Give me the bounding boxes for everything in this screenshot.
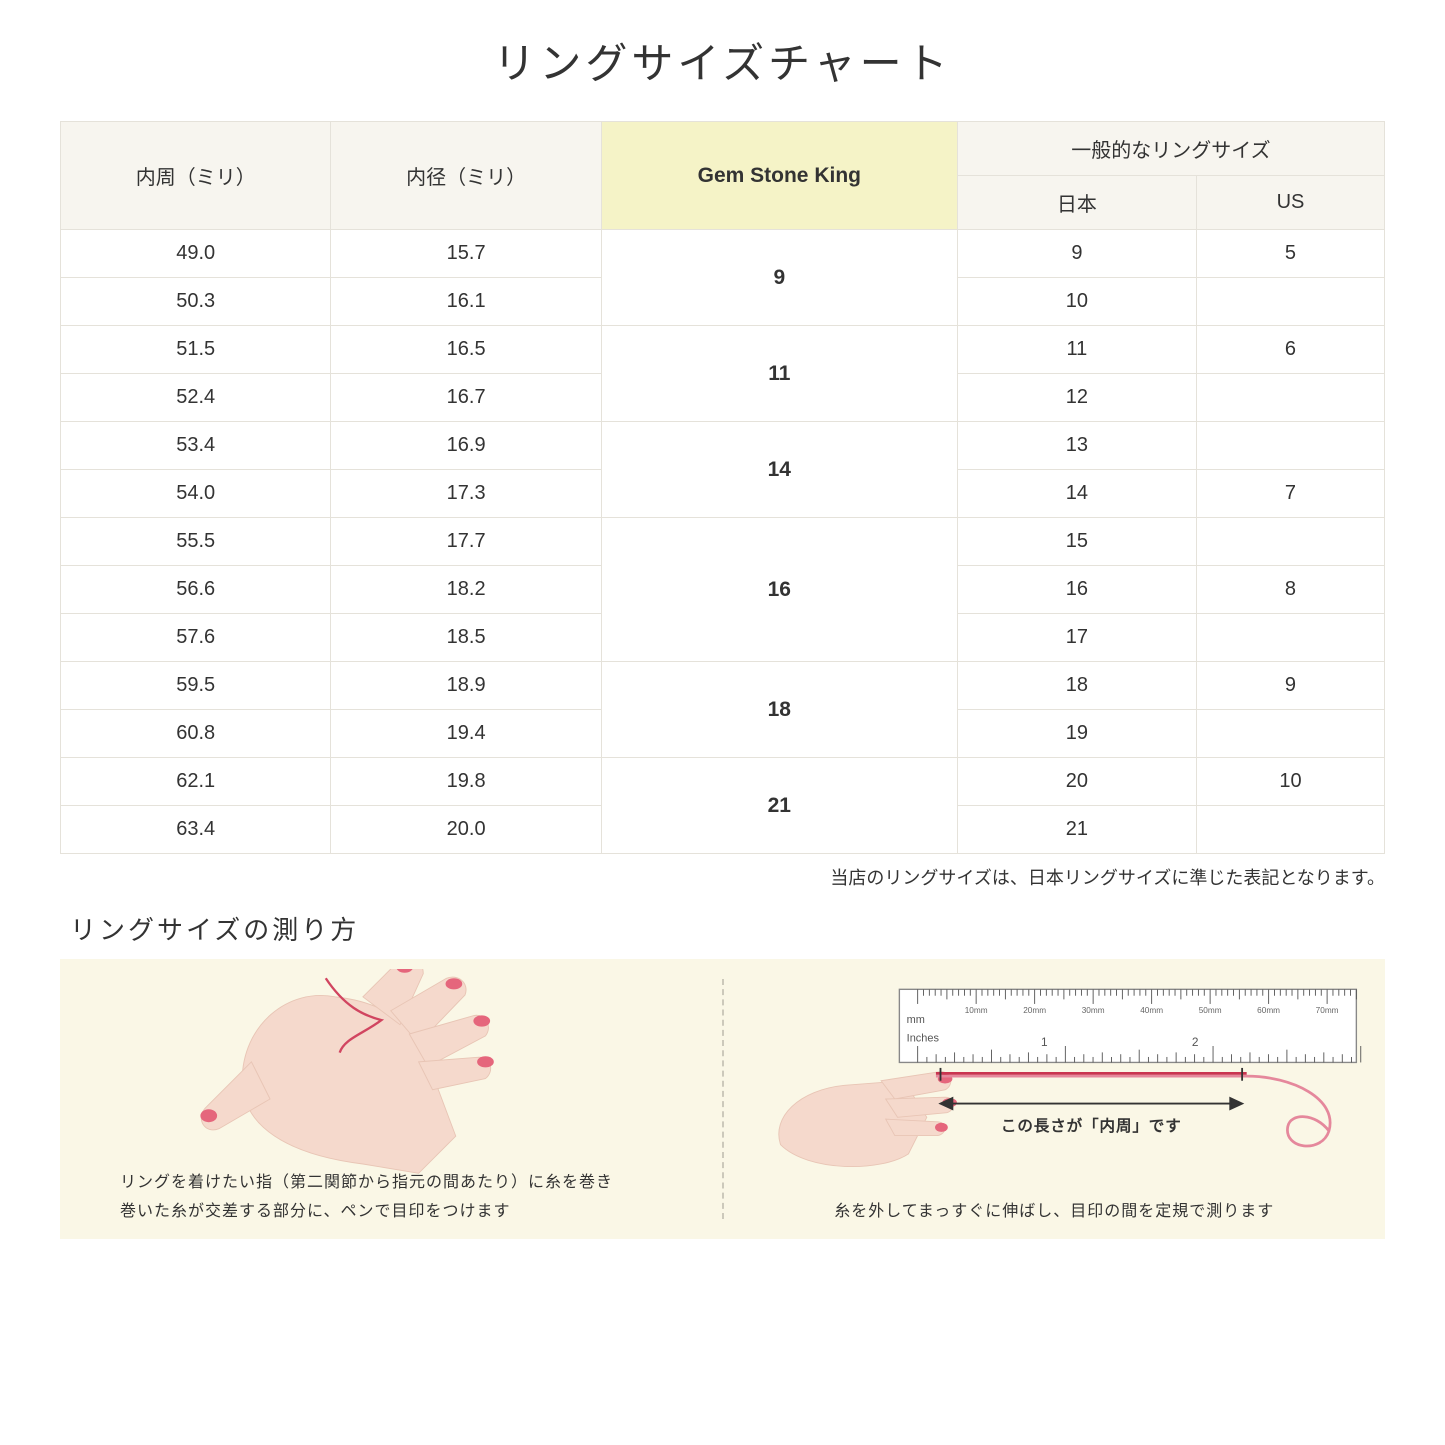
svg-text:2: 2 (1191, 1035, 1198, 1049)
col-jp: 日本 (957, 176, 1196, 230)
table-note: 当店のリングサイズは、日本リングサイズに準じた表記となります。 (60, 864, 1385, 890)
page-title: リングサイズチャート (60, 30, 1385, 91)
svg-text:50mm: 50mm (1198, 1006, 1221, 1015)
table-row: 55.517.71615 (61, 518, 1385, 566)
table-row: 49.015.7995 (61, 230, 1385, 278)
howto-panel-left: リングを着けたい指（第二関節から指元の間あたり）に糸を巻き巻いた糸が交差する部分… (60, 959, 722, 1239)
svg-text:40mm: 40mm (1140, 1006, 1163, 1015)
svg-text:60mm: 60mm (1257, 1006, 1280, 1015)
col-diameter: 内径（ミリ） (331, 122, 601, 230)
svg-text:30mm: 30mm (1081, 1006, 1104, 1015)
svg-text:10mm: 10mm (964, 1006, 987, 1015)
col-gsk: Gem Stone King (601, 122, 957, 230)
col-circumference: 内周（ミリ） (61, 122, 331, 230)
col-us: US (1196, 176, 1384, 230)
svg-text:mm: mm (906, 1014, 924, 1026)
panel-right-caption: 糸を外してまっすぐに伸ばし、目印の間を定規で測ります (724, 1198, 1386, 1227)
ring-size-table: 内周（ミリ） 内径（ミリ） Gem Stone King 一般的なリングサイズ … (60, 121, 1385, 854)
howto-panel-right: mm Inches 10mm 20mm 30mm 40mm 50mm 60mm 70mm 1… (724, 959, 1386, 1239)
svg-text:1: 1 (1041, 1035, 1048, 1049)
panel-left-caption: リングを着けたい指（第二関節から指元の間あたり）に糸を巻き巻いた糸が交差する部分… (120, 1169, 682, 1227)
svg-text:Inches: Inches (906, 1032, 939, 1044)
svg-text:70mm: 70mm (1315, 1006, 1338, 1015)
howto-title: リングサイズの測り方 (70, 910, 1385, 947)
ruler-illustration: mm Inches 10mm 20mm 30mm 40mm 50mm 60mm 70mm 1… (744, 969, 1366, 1229)
svg-text:20mm: 20mm (1023, 1006, 1046, 1015)
svg-text:この長さが「内周」です: この長さが「内周」です (1000, 1116, 1181, 1135)
table-row: 53.416.91413 (61, 422, 1385, 470)
howto-section: リングを着けたい指（第二関節から指元の間あたり）に糸を巻き巻いた糸が交差する部分… (60, 959, 1385, 1239)
table-row: 51.516.511116 (61, 326, 1385, 374)
table-row: 59.518.918189 (61, 662, 1385, 710)
table-row: 62.119.8212010 (61, 758, 1385, 806)
col-general: 一般的なリングサイズ (957, 122, 1384, 176)
